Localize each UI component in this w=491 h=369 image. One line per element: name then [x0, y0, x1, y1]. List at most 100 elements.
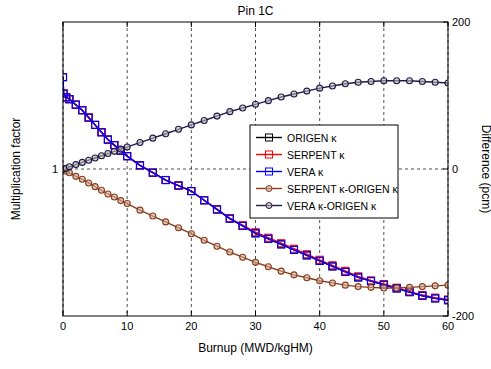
- series-marker: [393, 285, 400, 292]
- legend-label: VERA κ-ORIGEN κ: [287, 200, 377, 212]
- y2-tick: [443, 169, 448, 170]
- series-marker: [330, 280, 336, 286]
- x-tick-label: 10: [121, 320, 133, 332]
- series-marker: [105, 191, 111, 197]
- x-tick: [191, 311, 192, 316]
- series-marker: [92, 121, 99, 128]
- series-marker: [137, 162, 144, 169]
- series-marker: [188, 188, 195, 195]
- grid-line: [127, 22, 128, 316]
- series-marker: [253, 259, 259, 265]
- series-marker: [368, 278, 375, 285]
- series-marker: [99, 153, 105, 159]
- x-tick: [127, 22, 128, 27]
- series-marker: [278, 94, 284, 100]
- x-tick: [127, 311, 128, 316]
- series-line: [63, 77, 448, 300]
- series-marker: [79, 176, 85, 182]
- series-marker: [432, 79, 438, 85]
- series-marker: [111, 148, 117, 154]
- series-marker: [98, 129, 105, 136]
- legend-label: SERPENT κ-ORIGEN κ: [287, 183, 398, 195]
- series-marker: [66, 164, 72, 170]
- series-marker: [92, 155, 98, 161]
- series-line: [63, 77, 448, 300]
- series-marker: [137, 207, 143, 213]
- series-marker: [432, 283, 438, 289]
- series-marker: [124, 153, 131, 160]
- legend-label: SERPENT κ: [287, 149, 345, 161]
- series-marker: [111, 194, 117, 200]
- x-tick: [383, 22, 384, 27]
- series-marker: [201, 197, 208, 204]
- series-marker: [252, 230, 259, 237]
- legend-box: [250, 125, 398, 218]
- series-marker: [92, 184, 98, 190]
- series-marker: [86, 180, 92, 186]
- series-marker: [226, 215, 233, 222]
- x-tick: [191, 22, 192, 27]
- series-marker: [85, 114, 92, 121]
- series-marker: [137, 140, 143, 146]
- x-tick: [383, 311, 384, 316]
- series-marker: [214, 113, 220, 119]
- legend-marker: [266, 151, 273, 158]
- series-marker: [201, 237, 207, 243]
- series-marker: [175, 182, 182, 189]
- series-marker: [118, 146, 124, 152]
- series-group: [63, 74, 448, 304]
- legend-line: [256, 154, 282, 155]
- series-marker: [63, 74, 67, 81]
- x-tick: [319, 311, 320, 316]
- series-marker: [419, 79, 425, 85]
- series-marker: [188, 231, 194, 237]
- series-marker: [368, 284, 374, 290]
- series-marker: [163, 131, 169, 137]
- title: Pin 1C: [237, 4, 273, 18]
- series-marker: [150, 135, 156, 141]
- series-marker: [445, 297, 449, 304]
- series-marker: [214, 243, 220, 249]
- series-marker: [79, 159, 85, 165]
- x-tick-label: 30: [249, 320, 261, 332]
- plot-frame: [63, 22, 448, 316]
- y2-tick-label: 200: [452, 16, 470, 28]
- series-marker: [253, 101, 259, 107]
- series-marker: [291, 272, 297, 278]
- series-marker: [227, 109, 233, 115]
- series-marker: [278, 241, 285, 248]
- x-tick-label: 50: [378, 320, 390, 332]
- legend-line: [256, 171, 282, 172]
- series-marker: [407, 78, 413, 84]
- y-tick-label: 1: [52, 163, 58, 175]
- legend-marker: [266, 186, 272, 192]
- legend-marker: [266, 134, 273, 141]
- y2-tick-label: -200: [452, 310, 474, 322]
- x-tick: [255, 311, 256, 316]
- series-marker: [162, 177, 169, 184]
- series-marker: [79, 107, 86, 114]
- series-marker: [265, 98, 271, 104]
- series-marker: [291, 91, 297, 97]
- y-axis-label: Multiplication factor: [9, 118, 23, 221]
- series-marker: [342, 268, 349, 275]
- series-marker: [86, 157, 92, 163]
- series-marker: [227, 249, 233, 255]
- series-marker: [265, 264, 271, 270]
- series-marker: [355, 284, 361, 290]
- y2-tick-label: 0: [452, 163, 458, 175]
- series-marker: [393, 284, 400, 291]
- series-marker: [304, 275, 310, 281]
- legend-marker: [266, 168, 273, 175]
- series-marker: [303, 252, 310, 259]
- chart: 01020304050601-2000200Pin 1CBurnup (MWD/…: [0, 0, 491, 369]
- series-marker: [118, 198, 124, 204]
- series-marker: [330, 83, 336, 89]
- series-marker: [150, 213, 156, 219]
- series-marker: [355, 274, 362, 281]
- x-axis-label: Burnup (MWD/kgHM): [198, 341, 313, 355]
- background: [0, 0, 491, 369]
- series-marker: [394, 78, 400, 84]
- series-marker: [419, 292, 426, 299]
- series-marker: [368, 79, 374, 85]
